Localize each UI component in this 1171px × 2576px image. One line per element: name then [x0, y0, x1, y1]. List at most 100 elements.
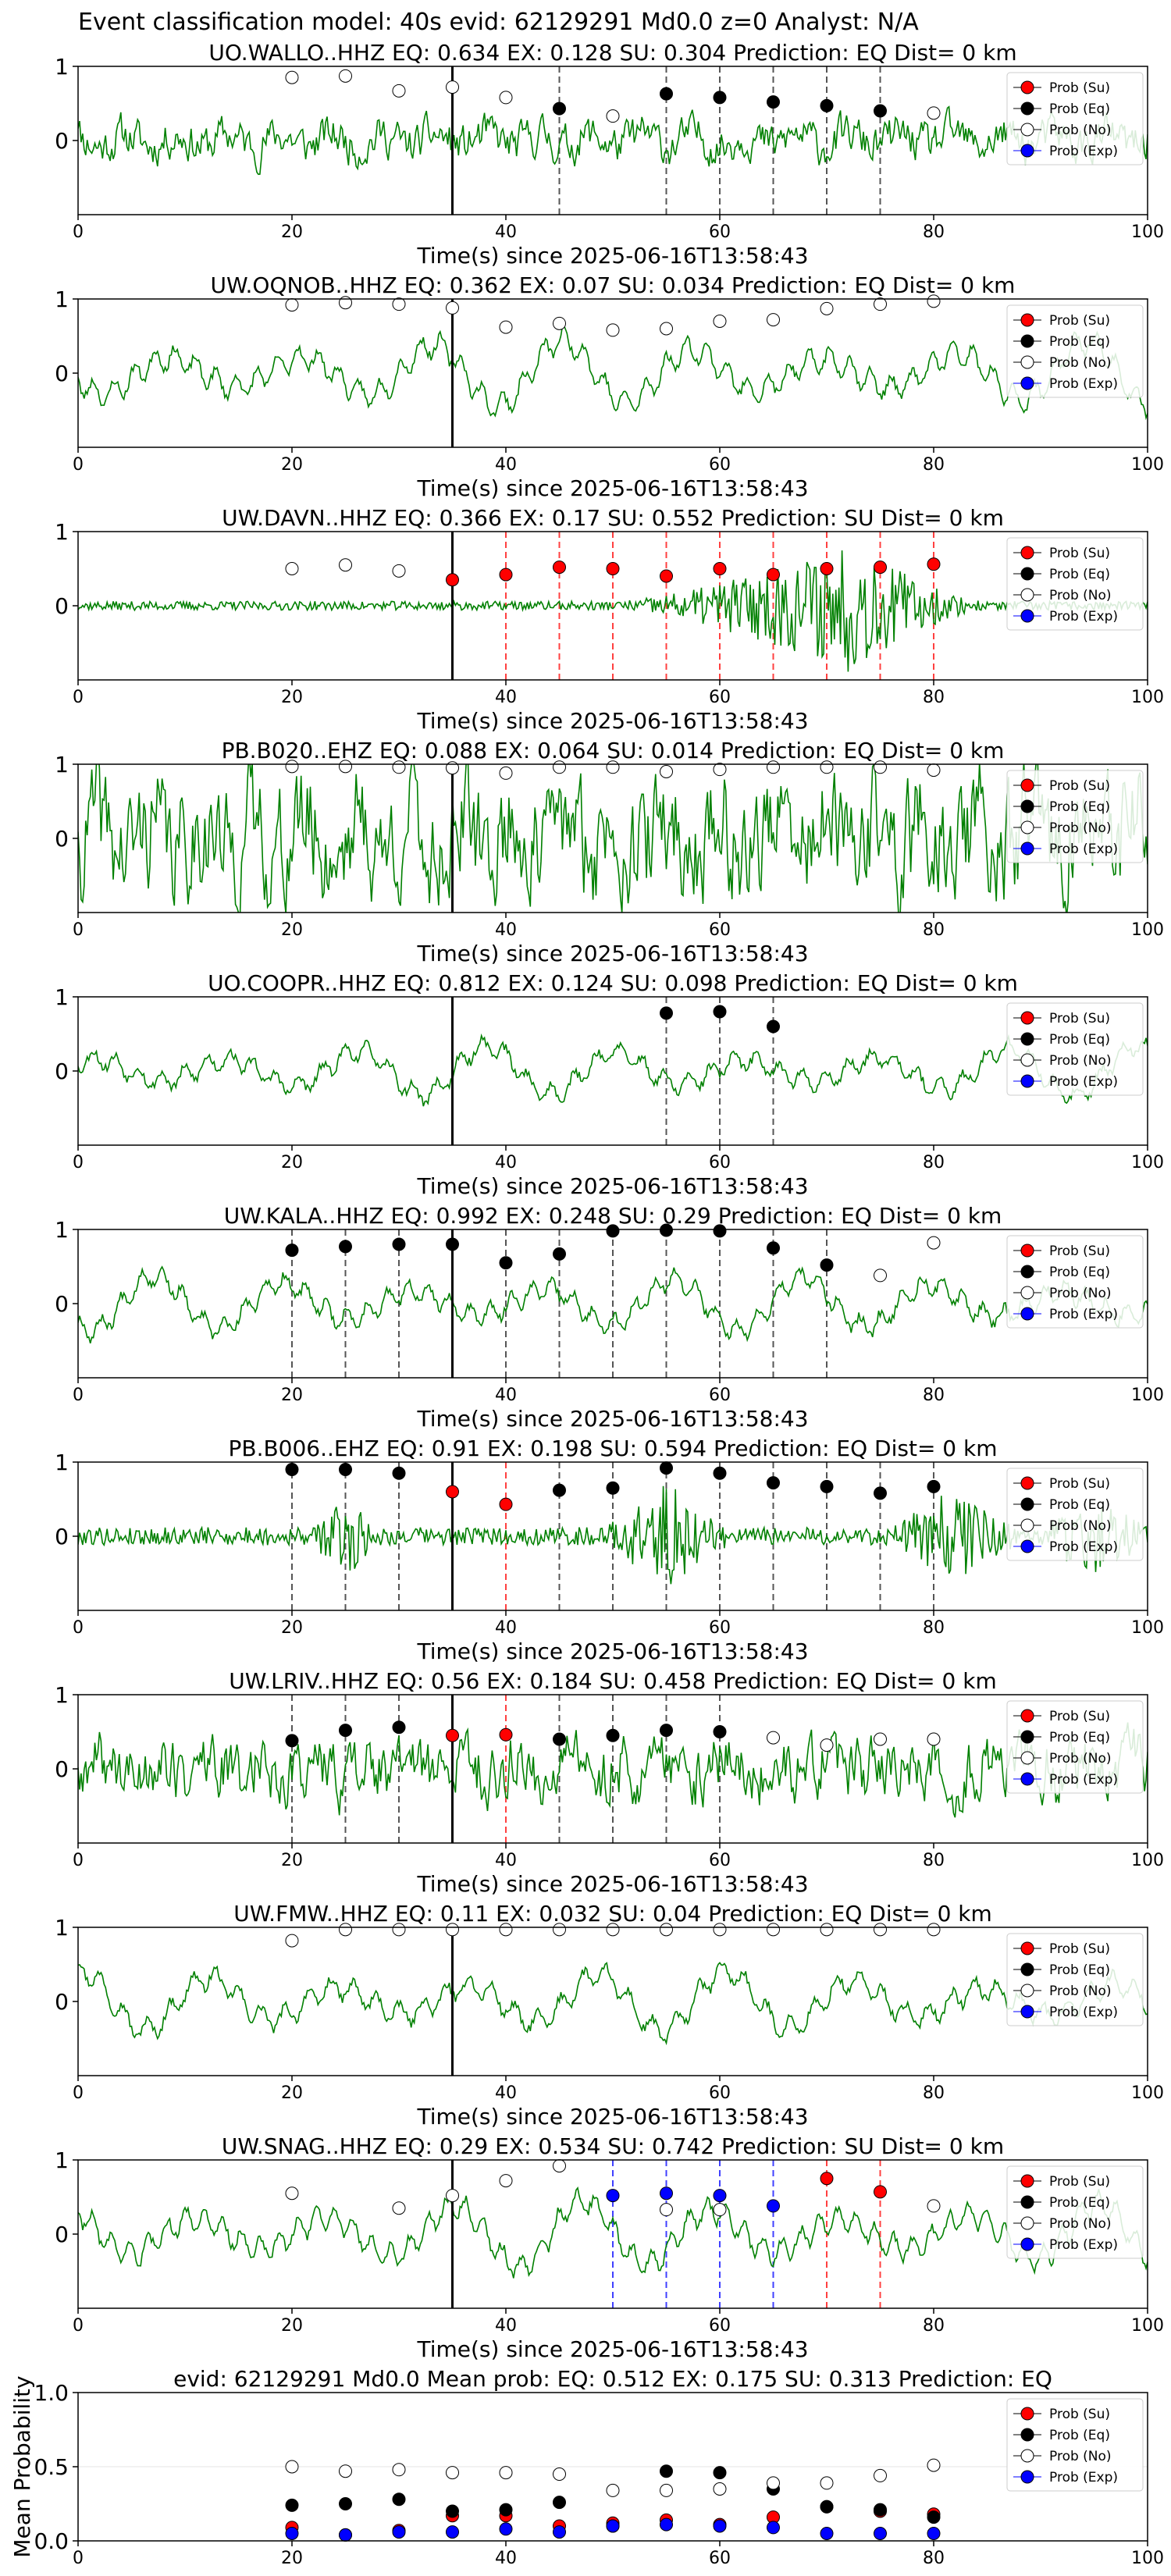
waveform-trace: [78, 1485, 1148, 1585]
legend-marker-eq: [1020, 1962, 1034, 1976]
legend-label: Prob (No): [1049, 1518, 1112, 1534]
legend-marker-no: [1020, 2449, 1034, 2463]
x-tick-label: 100: [1131, 1153, 1164, 1172]
y-tick-label: 0: [55, 2222, 69, 2247]
x-tick-label: 20: [281, 1153, 303, 1172]
x-tick-label: 40: [495, 222, 517, 242]
prob-marker-eq: [285, 1734, 299, 1748]
x-tick-label: 100: [1131, 920, 1164, 940]
legend-label: Prob (Exp): [1049, 2470, 1118, 2485]
waveform-trace: [78, 105, 1148, 176]
x-tick-label: 80: [923, 2316, 945, 2336]
x-tick-label: 40: [495, 1851, 517, 1870]
x-tick-label: 0: [73, 1851, 84, 1870]
prob-marker-no: [660, 765, 673, 778]
plot-area: [78, 1229, 1148, 1378]
prob-marker-no: [553, 1923, 566, 1937]
legend-marker-su: [1020, 546, 1034, 560]
legend-marker-exp: [1020, 2005, 1034, 2019]
legend-label: Prob (No): [1049, 2449, 1112, 2464]
legend-label: Prob (Eq): [1049, 2428, 1110, 2443]
x-axis-label: Time(s) since 2025-06-16T13:58:43: [416, 243, 808, 269]
legend-marker-no: [1020, 123, 1034, 137]
legend-label: Prob (No): [1049, 588, 1112, 603]
x-tick-label: 100: [1131, 2316, 1164, 2336]
legend-label: Prob (No): [1049, 820, 1112, 836]
x-axis-label: Time(s) since 2025-06-16T13:58:43: [416, 475, 808, 501]
prob-marker-eq: [392, 1466, 406, 1480]
prob-marker-no: [927, 106, 941, 120]
legend-marker-no: [1020, 1518, 1034, 1532]
x-tick-label: 0: [73, 1153, 84, 1172]
prob-marker-no: [339, 69, 352, 83]
prob-marker-no: [820, 760, 834, 774]
prob-marker-eq: [767, 1476, 780, 1490]
mean-marker-exp: [446, 2525, 459, 2539]
legend-marker-su: [1020, 1941, 1034, 1955]
x-tick-label: 0: [73, 1618, 84, 1638]
mean-marker-eq: [446, 2504, 459, 2518]
prob-marker-eq: [713, 91, 727, 105]
mean-marker-exp: [767, 2521, 780, 2535]
prob-marker-no: [285, 760, 299, 774]
prob-marker-no: [927, 294, 941, 308]
x-tick-label: 0: [73, 1386, 84, 1405]
legend-box: [1006, 1933, 1144, 2026]
legend-marker-no: [1020, 2216, 1034, 2230]
panel-title: evid: 62129291 Md0.0 Mean prob: EQ: 0.51…: [173, 2366, 1052, 2392]
legend-marker-su: [1020, 2174, 1034, 2188]
legend-label: Prob (Eq): [1049, 1962, 1110, 1978]
prob-marker-eq: [285, 1463, 299, 1476]
waveform-trace: [78, 1722, 1148, 1818]
legend-marker-eq: [1020, 2195, 1034, 2209]
prob-marker-no: [660, 1923, 673, 1937]
legend: Prob (Su) Prob (Eq) Prob (No) Prob (Exp): [1006, 1933, 1144, 2026]
prob-marker-no: [874, 1923, 887, 1937]
prob-marker-no: [767, 313, 780, 327]
legend-label: Prob (Su): [1049, 1011, 1110, 1026]
legend-label: Prob (No): [1049, 355, 1112, 371]
prob-marker-eq: [927, 1479, 941, 1493]
prob-marker-su: [446, 1485, 459, 1499]
prob-marker-no: [392, 564, 406, 578]
prob-marker-no: [499, 766, 513, 780]
legend-label: Prob (Exp): [1049, 1307, 1118, 1322]
panel-5: UO.COOPR..HHZ EQ: 0.812 EX: 0.124 SU: 0.…: [55, 970, 1164, 1199]
y-tick-label: 0: [55, 1059, 69, 1084]
x-tick-label: 60: [709, 920, 731, 940]
x-tick-label: 20: [281, 2549, 303, 2568]
mean-marker-exp: [285, 2527, 299, 2540]
mean-marker-no: [874, 2468, 887, 2482]
legend-label: Prob (No): [1049, 1286, 1112, 1301]
prob-marker-no: [767, 1923, 780, 1937]
prob-marker-su: [446, 573, 459, 587]
panel-1: UO.WALLO..HHZ EQ: 0.634 EX: 0.128 SU: 0.…: [55, 40, 1164, 269]
panel-title: UW.FMW..HHZ EQ: 0.11 EX: 0.032 SU: 0.04 …: [233, 1901, 992, 1927]
mean-marker-no: [767, 2476, 780, 2490]
prob-marker-no: [499, 320, 513, 334]
legend-label: Prob (Eq): [1049, 101, 1110, 117]
legend-box: [1006, 1468, 1144, 1561]
mean-marker-exp: [606, 2519, 620, 2533]
prob-marker-eq: [339, 1240, 352, 1254]
panel-10: UW.SNAG..HHZ EQ: 0.29 EX: 0.534 SU: 0.74…: [55, 2133, 1164, 2362]
x-tick-label: 60: [709, 2083, 731, 2103]
mean-marker-exp: [499, 2522, 513, 2536]
legend-label: Prob (Su): [1049, 2174, 1110, 2190]
prob-marker-no: [820, 1923, 834, 1937]
x-tick-label: 60: [709, 222, 731, 242]
waveform-trace: [78, 2186, 1148, 2279]
x-tick-label: 60: [709, 688, 731, 707]
panel-9: UW.FMW..HHZ EQ: 0.11 EX: 0.032 SU: 0.04 …: [55, 1901, 1164, 2129]
x-tick-label: 20: [281, 222, 303, 242]
x-tick-label: 60: [709, 2316, 731, 2336]
y-tick-label: 1: [55, 1682, 69, 1708]
prob-marker-no: [927, 2199, 941, 2213]
legend-marker-no: [1020, 588, 1034, 602]
mean-marker-no: [820, 2476, 834, 2490]
x-tick-label: 100: [1131, 222, 1164, 242]
legend-box: [1006, 1700, 1144, 1794]
legend-label: Prob (Su): [1049, 1476, 1110, 1492]
legend: Prob (Su) Prob (Eq) Prob (No) Prob (Exp): [1006, 1235, 1144, 1329]
